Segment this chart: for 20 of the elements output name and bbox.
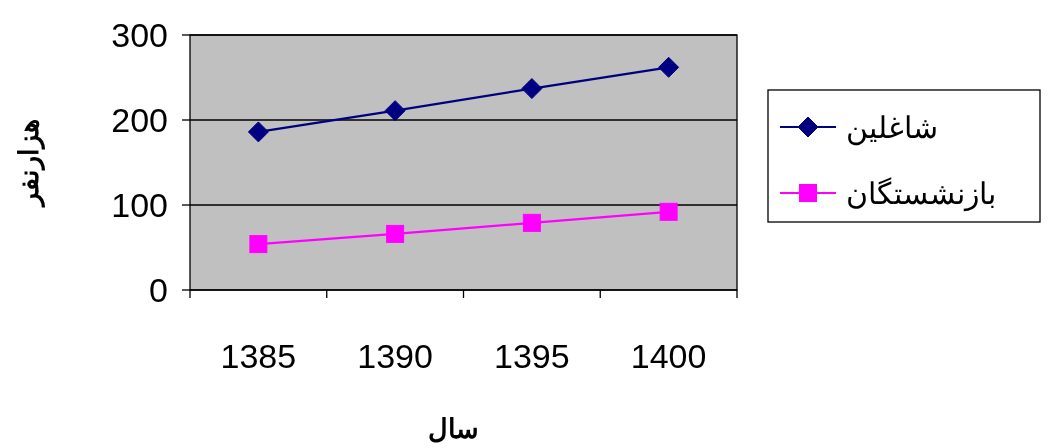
y-tick-label: 200 — [111, 101, 168, 139]
x-tick-label: 1395 — [494, 337, 570, 375]
y-tick-label: 100 — [111, 186, 168, 224]
x-tick-label: 1385 — [220, 337, 297, 375]
x-tick-label: 1400 — [630, 337, 707, 375]
x-axis-title: سال — [428, 414, 479, 444]
point — [384, 100, 406, 122]
point — [658, 56, 680, 78]
y-axis-title: هزارنفر — [14, 119, 46, 208]
x-tick-label: 1390 — [357, 337, 433, 375]
y-tick-label: 0 — [149, 271, 168, 309]
point — [522, 213, 541, 232]
point — [386, 224, 405, 243]
legend-label: بازنشستگان — [846, 177, 996, 212]
point — [659, 202, 678, 221]
legend-label: شاغلین — [846, 111, 938, 146]
y-tick-label: 300 — [111, 16, 168, 54]
point — [521, 78, 543, 100]
point — [247, 121, 269, 143]
point — [249, 235, 268, 254]
